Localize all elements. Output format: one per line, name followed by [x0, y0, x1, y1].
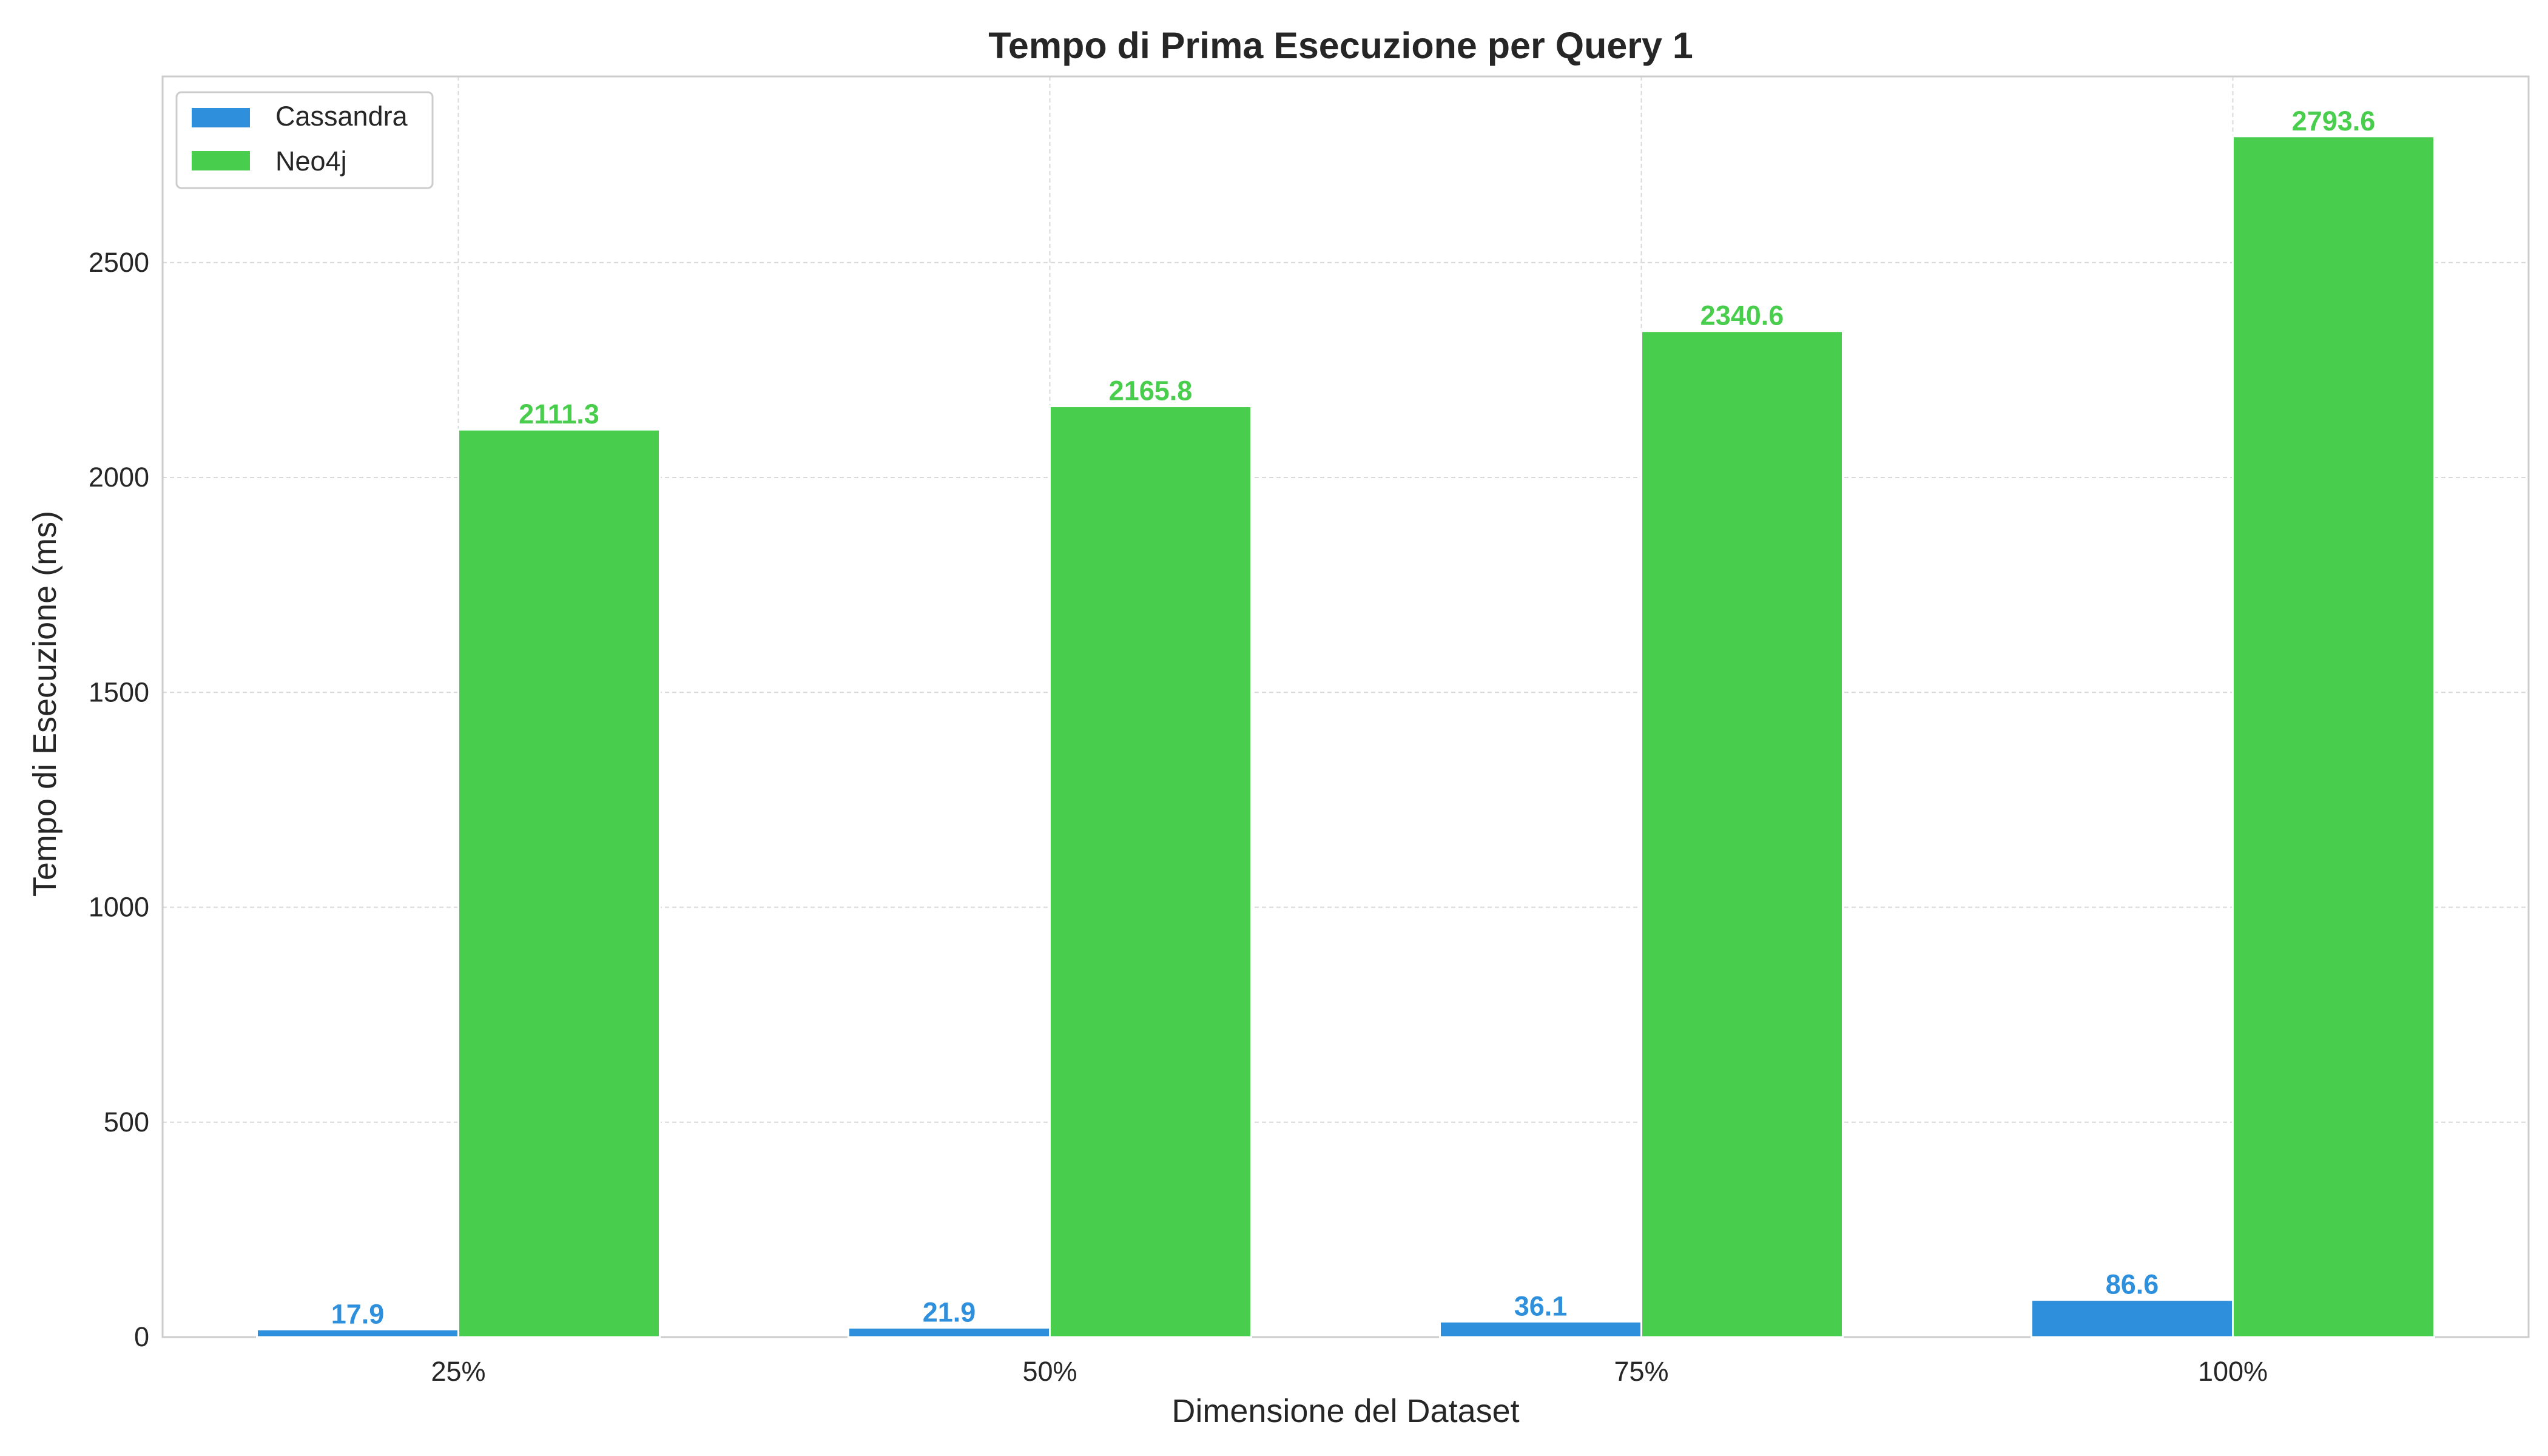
x-tick-label: 25%	[431, 1356, 485, 1387]
y-axis-label: Tempo di Esecuzione (ms)	[27, 511, 63, 897]
legend-label-neo4j: Neo4j	[275, 146, 347, 177]
plot-area	[161, 75, 2530, 1338]
value-label-neo4j: 2111.3	[519, 399, 599, 430]
legend: Cassandra Neo4j	[175, 91, 434, 189]
x-tick-labels: 25% 50% 75% 100%	[431, 1356, 2268, 1387]
x-tick-label: 50%	[1022, 1356, 1077, 1387]
bar-neo4j	[1049, 405, 1252, 1338]
bar-cassandra	[1439, 1320, 1642, 1338]
value-labels: 17.9 21.9 36.1 86.6 2111.3 2165.8 2340.6 2793.6	[331, 106, 2376, 1330]
bar-neo4j	[1640, 330, 1844, 1338]
legend-swatch-cassandra	[192, 108, 250, 127]
value-label-cassandra: 17.9	[331, 1298, 385, 1329]
bar-cassandra	[2031, 1299, 2234, 1338]
value-label-cassandra: 36.1	[1514, 1290, 1568, 1321]
bar-cassandra	[848, 1326, 1051, 1338]
bar-neo4j	[457, 428, 661, 1338]
y-tick-label: 1500	[89, 676, 149, 707]
value-label-cassandra: 86.6	[2106, 1269, 2159, 1300]
legend-swatch-neo4j	[192, 151, 250, 170]
x-tick-label: 75%	[1614, 1356, 1668, 1387]
y-tick-label: 1000	[89, 892, 149, 923]
bars	[256, 135, 2435, 1338]
legend-label-cassandra: Cassandra	[275, 101, 408, 132]
y-tick-label: 2000	[89, 462, 149, 493]
value-label-cassandra: 21.9	[923, 1296, 976, 1327]
y-tick-label: 500	[104, 1107, 149, 1138]
y-tick-label: 2500	[89, 247, 149, 278]
x-tick-label: 100%	[2198, 1356, 2268, 1387]
value-label-neo4j: 2340.6	[1700, 300, 1784, 331]
value-label-neo4j: 2793.6	[2292, 106, 2376, 136]
bar-cassandra	[256, 1328, 459, 1338]
chart-title: Tempo di Prima Esecuzione per Query 1	[988, 25, 1693, 66]
bar-neo4j	[2232, 135, 2435, 1338]
y-tick-labels: 0 500 1000 1500 2000 2500	[89, 247, 149, 1352]
value-label-neo4j: 2165.8	[1109, 376, 1193, 406]
x-axis-label: Dimensione del Dataset	[1171, 1393, 1519, 1429]
y-tick-label: 0	[134, 1321, 149, 1352]
